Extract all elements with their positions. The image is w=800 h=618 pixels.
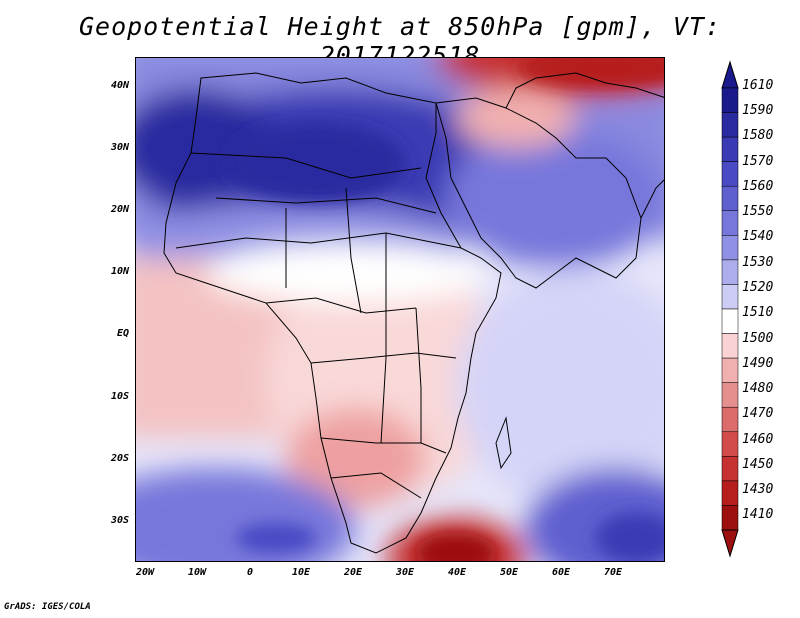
colorbar-label: 1590 xyxy=(742,103,774,118)
x-tick-label: 60E xyxy=(552,567,571,578)
colorbar-label: 1490 xyxy=(742,356,774,371)
x-tick-label: 50E xyxy=(500,567,519,578)
y-tick-label: 10S xyxy=(110,391,129,402)
x-tick-label: 70E xyxy=(604,567,623,578)
y-tick-label: EQ xyxy=(116,328,129,339)
colorbar-label: 1510 xyxy=(742,305,774,320)
height-field-detail xyxy=(226,58,664,561)
colorbar-label: 1530 xyxy=(742,255,774,270)
x-tick-label: 20E xyxy=(344,567,363,578)
colorbar-bottom-arrow xyxy=(721,529,739,558)
x-tick-label: 40E xyxy=(448,567,467,578)
x-tick-label: 10W xyxy=(188,567,207,578)
colorbar-top-arrow xyxy=(721,60,739,89)
colorbar-cell xyxy=(721,406,739,433)
x-tick-label: 20W xyxy=(136,567,155,578)
colorbar-label: 1570 xyxy=(742,154,774,169)
colorbar-label: 1520 xyxy=(742,280,774,295)
colorbar-cell xyxy=(721,235,739,261)
colorbar-cell xyxy=(721,480,739,506)
colorbar-label: 1480 xyxy=(742,381,774,396)
colorbar-cells xyxy=(721,87,739,531)
colorbar-cell xyxy=(721,431,739,457)
colorbar-cell xyxy=(721,333,739,359)
coastlines-and-borders xyxy=(163,72,664,554)
colorbar-label: 1560 xyxy=(742,179,774,194)
colorbar-label: 1410 xyxy=(742,507,774,522)
y-tick-label: 20N xyxy=(110,204,129,215)
colorbar-label: 1460 xyxy=(742,432,774,447)
colorbar-cell xyxy=(721,161,739,187)
colorbar-cell xyxy=(721,185,739,212)
geopotential-map xyxy=(136,58,664,561)
colorbar-cell xyxy=(721,259,739,285)
y-tick-label: 10N xyxy=(110,266,129,277)
x-tick-label: 10E xyxy=(292,567,311,578)
colorbar-cell xyxy=(721,136,739,162)
x-tick-label: 0 xyxy=(247,567,254,578)
colorbar-label: 1430 xyxy=(742,482,774,497)
y-tick-label: 40N xyxy=(110,80,129,91)
colorbar-cell xyxy=(721,456,739,482)
y-tick-label: 30S xyxy=(110,515,129,526)
colorbar-label: 1500 xyxy=(742,331,774,346)
colorbar-label: 1470 xyxy=(742,406,774,421)
colorbar-cell xyxy=(721,87,739,113)
colorbar-cell xyxy=(721,210,739,236)
colorbar-cell xyxy=(721,308,739,334)
map-title: Geopotential Height at 850hPa [gpm], VT:… xyxy=(78,12,722,70)
colorbar-cell xyxy=(721,357,739,383)
colorbar-cell xyxy=(721,284,739,310)
y-tick-label: 20S xyxy=(110,453,129,464)
colorbar-cell xyxy=(721,382,739,408)
colorbar-cell xyxy=(721,112,739,138)
x-tick-label: 30E xyxy=(396,567,415,578)
colorbar-label: 1580 xyxy=(742,128,774,143)
colorbar xyxy=(721,60,739,558)
map-plot-area xyxy=(135,57,665,562)
credit-text: GrADS: IGES/COLA xyxy=(4,602,91,612)
colorbar-label: 1550 xyxy=(742,204,774,219)
colorbar-label: 1450 xyxy=(742,457,774,472)
colorbar-label: 1540 xyxy=(742,229,774,244)
colorbar-label: 1610 xyxy=(742,78,774,93)
colorbar-cell xyxy=(721,505,739,531)
y-tick-label: 30N xyxy=(110,142,129,153)
